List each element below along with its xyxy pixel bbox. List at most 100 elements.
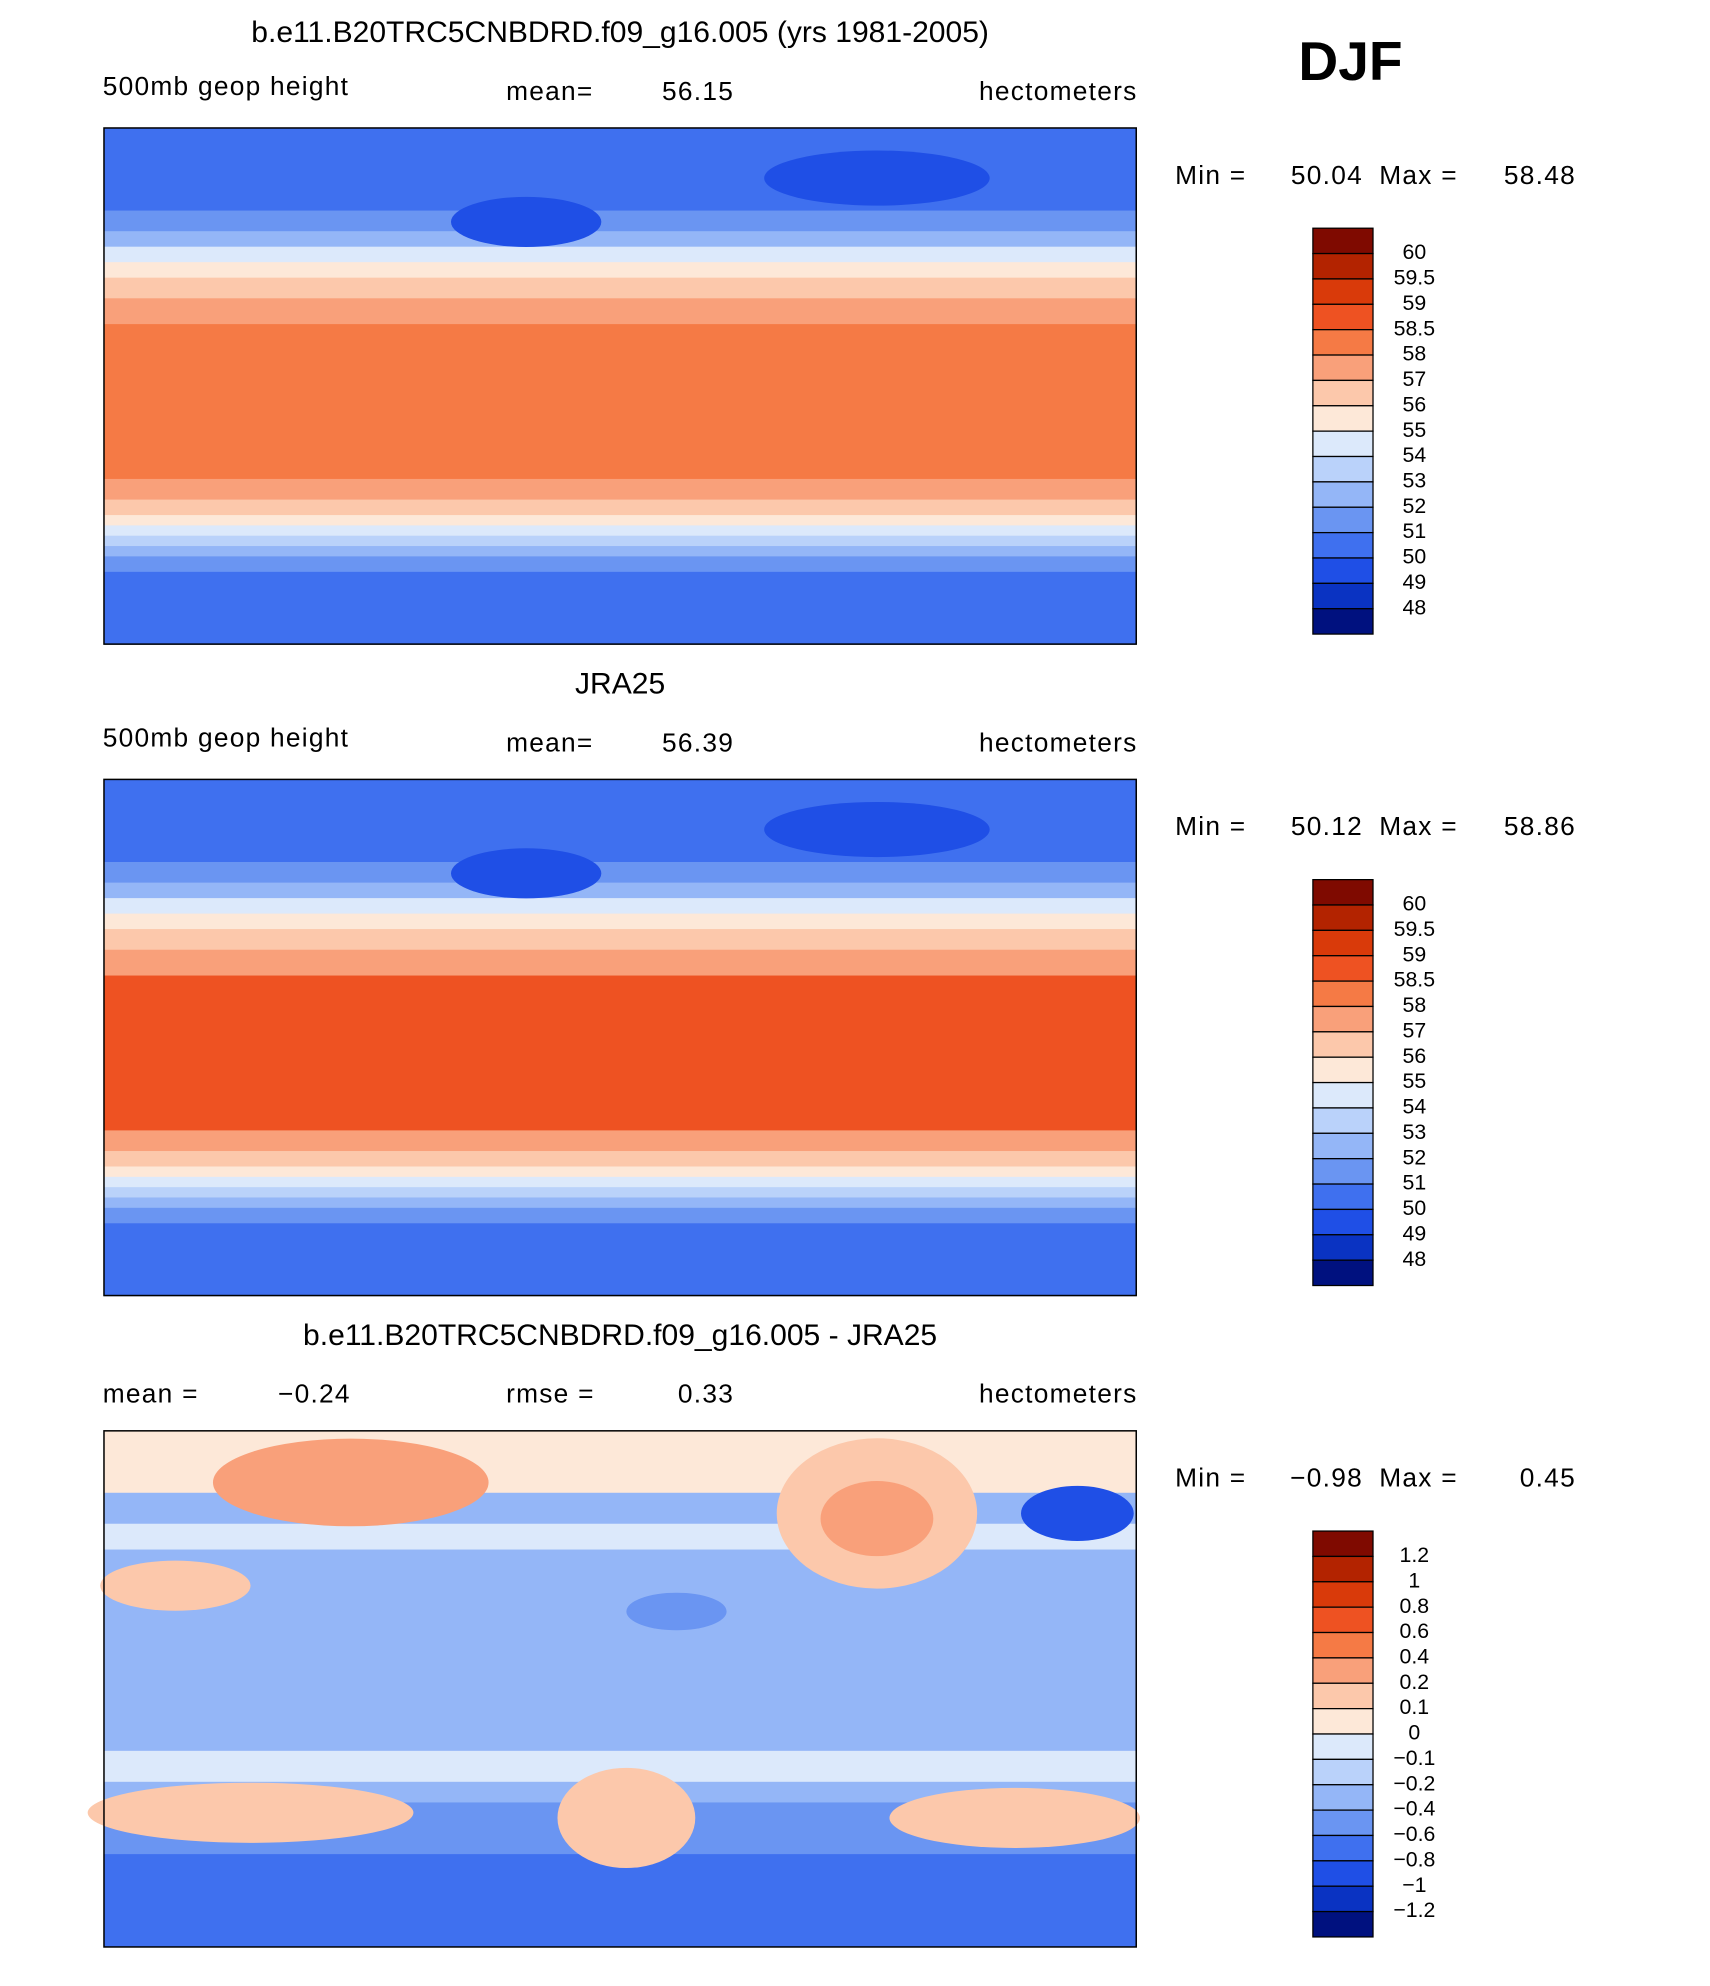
map-feature: [212, 1438, 489, 1527]
colorbar-box: [1312, 1733, 1374, 1760]
colorbar-label: 58.5: [1394, 968, 1435, 992]
colorbar-label: 48: [1403, 1247, 1427, 1271]
variable-label: 500mb geop height: [103, 71, 349, 101]
max-label: Max =: [1379, 1463, 1458, 1493]
colorbar-box: [1312, 582, 1374, 610]
colorbar-label: 48: [1403, 595, 1427, 619]
colorbar-box: [1312, 1708, 1374, 1735]
colorbar-box: [1312, 1885, 1374, 1913]
colorbar-box: [1312, 1555, 1374, 1583]
colorbar-label: 52: [1403, 1145, 1427, 1169]
colorbar-box: [1312, 481, 1374, 508]
stat-value: 0.33: [678, 1379, 734, 1409]
colorbar-box: [1312, 1910, 1374, 1938]
colorbar-box: [1312, 329, 1374, 356]
stat-label: rmse =: [506, 1379, 595, 1409]
colorbar-label: 54: [1403, 443, 1427, 467]
map-band: [103, 975, 1137, 1132]
panel-title: JRA25: [575, 667, 665, 700]
map-band: [103, 246, 1137, 263]
colorbar-label: −1: [1402, 1873, 1426, 1897]
map-feature: [626, 1592, 727, 1631]
colorbar-box: [1312, 1581, 1374, 1608]
units-label: hectometers: [979, 76, 1137, 106]
colorbar-label: 49: [1403, 1221, 1427, 1245]
map-feature: [87, 1782, 414, 1843]
colorbar-label: 51: [1403, 1171, 1427, 1195]
stat-value: 56.39: [662, 727, 734, 757]
map-band: [103, 949, 1137, 977]
colorbar-box: [1312, 354, 1374, 382]
colorbar-box: [1312, 1234, 1374, 1261]
stat-label: mean=: [506, 727, 593, 757]
colorbar-label: −1.2: [1393, 1898, 1435, 1922]
colorbar-label: 57: [1403, 367, 1427, 391]
colorbar-box: [1312, 1834, 1374, 1862]
map-band: [103, 929, 1137, 951]
map-band: [103, 898, 1137, 915]
map-band: [103, 525, 1137, 537]
max-label: Max =: [1379, 811, 1458, 841]
map-frame: [103, 127, 1137, 645]
map-feature: [764, 150, 990, 206]
min-value: 50.12: [1291, 811, 1363, 841]
map-band: [103, 882, 1137, 899]
map-feature: [100, 1560, 251, 1611]
map-feature: [820, 1480, 934, 1557]
colorbar-box: [1312, 1031, 1374, 1058]
colorbar-label: 56: [1403, 1044, 1427, 1068]
colorbar-box: [1312, 531, 1374, 559]
map-feature: [889, 1787, 1140, 1848]
colorbar-box: [1312, 557, 1374, 584]
map-band: [103, 1223, 1137, 1297]
colorbar-box: [1312, 278, 1374, 305]
map-band: [103, 1151, 1137, 1168]
map-band: [103, 1176, 1137, 1188]
map: [103, 778, 1137, 1297]
panel-title: b.e11.B20TRC5CNBDRD.f09_g16.005 (yrs 198…: [251, 16, 989, 49]
stat-value: 56.15: [662, 76, 734, 106]
max-value: 58.48: [1504, 160, 1576, 190]
colorbar-box: [1312, 1530, 1374, 1558]
map-band: [103, 277, 1137, 299]
colorbar-box: [1312, 379, 1374, 407]
colorbar-box: [1312, 1183, 1374, 1211]
colorbar-box: [1312, 1158, 1374, 1185]
colorbar-box: [1312, 1259, 1374, 1287]
colorbar-label: 51: [1403, 519, 1427, 543]
colorbar-label: 1: [1408, 1568, 1420, 1592]
colorbar-box: [1312, 1606, 1374, 1634]
map-band: [103, 1197, 1137, 1209]
max-label: Max =: [1379, 160, 1458, 190]
colorbar-label: −0.2: [1393, 1771, 1435, 1795]
stat-label: mean =: [103, 1379, 199, 1409]
colorbar-box: [1312, 904, 1374, 931]
map-feature: [450, 848, 602, 899]
map-band: [103, 324, 1137, 480]
map-feature: [450, 196, 602, 247]
colorbar-label: 1.2: [1400, 1543, 1430, 1567]
map-band: [103, 1130, 1137, 1152]
colorbar-box: [1312, 1208, 1374, 1236]
colorbar-box: [1312, 1081, 1374, 1109]
colorbar-label: 0.8: [1400, 1594, 1430, 1618]
colorbar-label: 49: [1403, 570, 1427, 594]
colorbar-label: 56: [1403, 392, 1427, 416]
colorbar-box: [1312, 430, 1374, 458]
colorbar-box: [1312, 1860, 1374, 1887]
colorbar-label: 50: [1403, 1196, 1427, 1220]
panel-title: b.e11.B20TRC5CNBDRD.f09_g16.005 - JRA25: [303, 1319, 937, 1352]
colorbar-box: [1312, 1657, 1374, 1684]
colorbar-box: [1312, 608, 1374, 635]
colorbar-box: [1312, 455, 1374, 483]
map: [87, 1430, 1140, 1948]
colorbar-box: [1312, 1631, 1374, 1659]
map-band: [103, 1187, 1137, 1199]
map-band: [103, 556, 1137, 573]
units-label: hectometers: [979, 1379, 1137, 1409]
min-value: −0.98: [1290, 1463, 1363, 1493]
colorbar-box: [1312, 227, 1374, 255]
units-label: hectometers: [979, 727, 1137, 757]
map-feature: [557, 1767, 696, 1869]
